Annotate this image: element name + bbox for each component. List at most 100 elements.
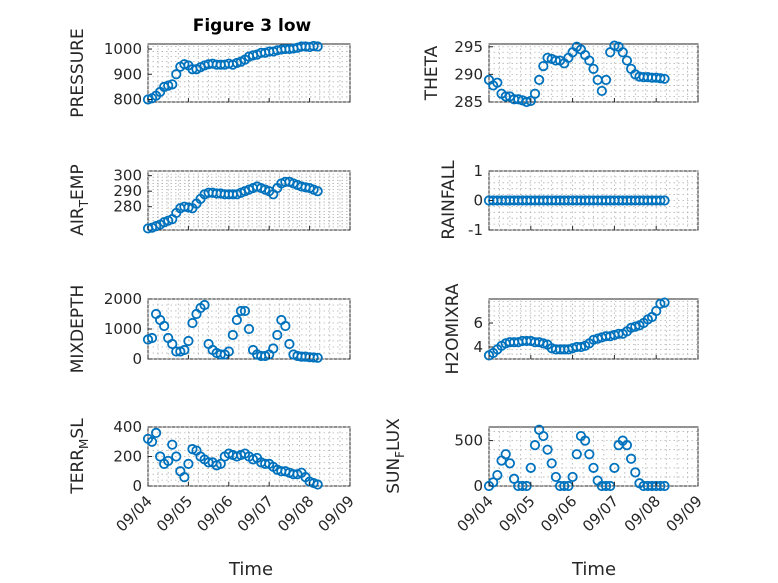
data-point <box>183 335 194 347</box>
ylabel-mixdepth: MIXDEPTH <box>68 285 88 374</box>
ytick-label: 2000 <box>104 290 142 308</box>
data-point <box>600 74 612 86</box>
data-point <box>538 430 549 442</box>
data-point <box>550 471 561 483</box>
data-point <box>651 305 662 317</box>
data-point <box>500 449 511 460</box>
xtick-label: 09/08 <box>274 492 317 535</box>
data-point <box>538 60 549 72</box>
data-point <box>609 40 620 51</box>
data-point <box>284 338 295 350</box>
data-point <box>231 314 242 326</box>
data-point <box>621 440 633 451</box>
ytick-label: 4 <box>473 338 483 356</box>
data-point <box>659 73 670 84</box>
data-point <box>183 458 194 469</box>
data-point <box>659 480 670 492</box>
data-point <box>655 298 666 309</box>
data-point <box>280 320 291 332</box>
data-point <box>659 297 670 308</box>
ytick-label: 285 <box>454 93 483 111</box>
data-point <box>155 451 166 462</box>
xtick-label: 09/06 <box>193 492 236 535</box>
data-point <box>312 41 323 52</box>
ytick-label: 290 <box>454 65 483 83</box>
ylabel-terr-msl: TERRMSL <box>68 418 91 495</box>
data-point <box>655 73 666 84</box>
figure-title: Figure 3 low <box>193 16 312 36</box>
data-point <box>534 74 545 86</box>
data-point <box>492 470 503 481</box>
data-point <box>492 77 503 88</box>
ytick-label: 0 <box>132 350 142 368</box>
subplot-rainfall: -1 0 1 <box>468 162 699 239</box>
data-point <box>215 458 226 469</box>
data-point <box>517 480 528 492</box>
ytick-label: 1000 <box>104 320 142 338</box>
data-point <box>529 440 541 451</box>
data-point <box>588 63 599 74</box>
data-point <box>171 451 182 462</box>
data-point <box>308 40 319 52</box>
ytick-label: 900 <box>113 65 142 83</box>
data-point <box>235 305 247 317</box>
subplot-mixdepth: 0 1000 2000 <box>104 290 351 368</box>
data-point <box>630 467 641 478</box>
data-point <box>199 299 210 311</box>
ylabel-h2omixra: H2OMIXRA <box>443 283 463 374</box>
data-point <box>525 462 536 473</box>
data-point <box>179 344 190 356</box>
data-point <box>621 55 633 66</box>
data-point <box>312 186 323 197</box>
data-point <box>630 321 641 332</box>
data-point <box>187 317 198 329</box>
data-point <box>588 462 599 473</box>
xtick-label: 09/07 <box>234 492 277 535</box>
ytick-label: 6 <box>473 314 483 332</box>
data-point <box>600 480 612 492</box>
xtick-label: 09/08 <box>621 492 664 535</box>
data-point <box>538 338 549 349</box>
data-point <box>584 449 595 460</box>
data-point <box>655 195 666 206</box>
ylabel-rainfall: RAINFALL <box>439 160 459 240</box>
data-point <box>584 55 595 66</box>
data-point <box>567 471 578 483</box>
data-point <box>159 320 170 332</box>
data-point <box>167 79 178 90</box>
xtick-label: 09/09 <box>315 492 358 535</box>
data-point <box>559 480 570 492</box>
ytick-label: 280 <box>113 198 142 216</box>
xtick-label: 09/05 <box>495 492 538 535</box>
data-point <box>542 444 553 455</box>
xtick-label: 09/05 <box>153 492 196 535</box>
data-point <box>312 479 323 490</box>
subplot-theta: 285 290 295 <box>454 38 699 111</box>
data-point <box>167 439 178 450</box>
xtick-label: 09/07 <box>579 492 622 535</box>
ylabel-theta: THETA <box>422 45 442 101</box>
data-point <box>609 462 620 473</box>
data-point <box>529 88 541 99</box>
data-point <box>546 458 557 469</box>
subplot-pressure: 800 900 1000 <box>104 40 351 108</box>
data-point <box>163 455 174 467</box>
data-point <box>580 435 591 446</box>
data-point <box>272 329 283 341</box>
ytick-label: 400 <box>113 418 142 436</box>
data-point <box>146 436 158 447</box>
ytick-label: 200 <box>113 448 142 466</box>
data-point <box>268 343 279 354</box>
data-point <box>150 427 162 438</box>
data-point <box>312 352 323 363</box>
data-point <box>243 323 255 335</box>
xtick-label: 09/06 <box>537 492 580 535</box>
data-point <box>504 458 515 469</box>
ytick-label: 800 <box>113 90 142 108</box>
data-point <box>617 47 628 58</box>
ylabel-air-temp: AIRTEMP <box>68 164 91 235</box>
ytick-label: 295 <box>454 38 483 56</box>
